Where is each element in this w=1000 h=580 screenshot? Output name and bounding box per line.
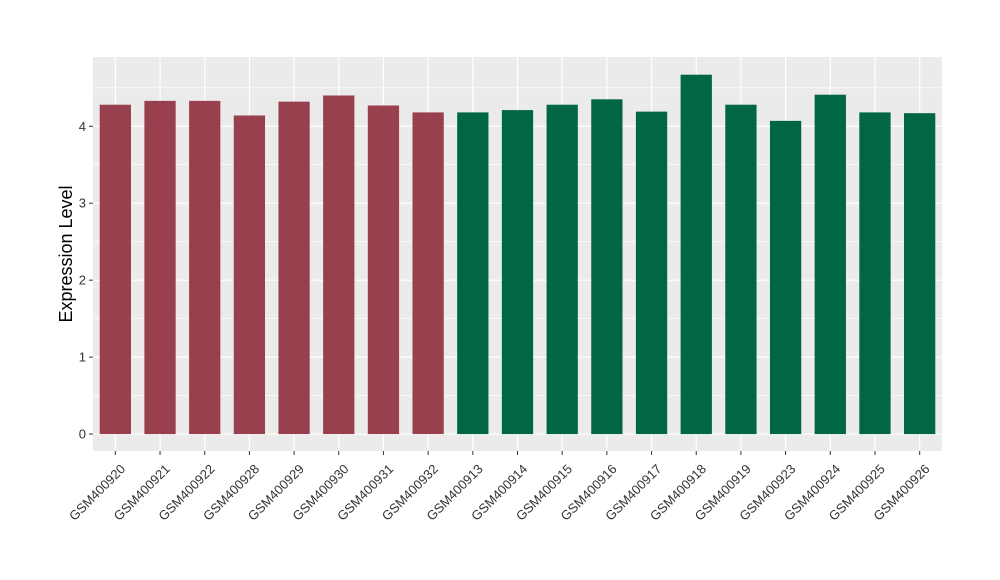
bar-GSM400918 [680,74,712,435]
bar-GSM400928 [233,115,266,435]
bar-GSM400923 [769,120,802,435]
bars [99,74,936,435]
x-axis: GSM400920GSM400921GSM400922GSM400928GSM4… [66,451,933,524]
y-tick-label: 1 [79,350,86,365]
y-tick-label: 4 [79,119,86,134]
bar-GSM400914 [501,110,534,435]
bar-GSM400916 [591,99,623,435]
bar-GSM400932 [412,112,444,435]
bar-GSM400913 [457,112,489,435]
bar-GSM400922 [189,100,221,435]
bar-GSM400920 [99,104,131,435]
y-tick-label: 0 [79,427,86,442]
y-tick-label: 3 [79,196,86,211]
bar-GSM400930 [323,95,355,435]
y-axis-title: Expression Level [56,185,76,322]
y-tick-label: 2 [79,273,86,288]
bar-GSM400924 [814,94,846,435]
bar-GSM400917 [635,111,668,435]
bar-GSM400925 [859,112,891,435]
bar-GSM400921 [144,100,176,435]
bar-GSM400919 [725,104,757,435]
y-axis: 0 1 2 3 4 [79,119,93,442]
bar-GSM400929 [278,101,310,435]
bar-GSM400915 [546,104,578,435]
bar-GSM400926 [904,113,936,435]
bar-GSM400931 [367,105,400,435]
